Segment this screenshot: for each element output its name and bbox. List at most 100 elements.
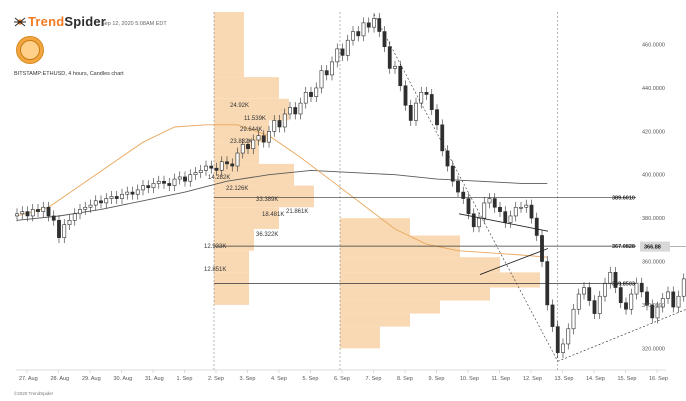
triangle-upper [458, 213, 549, 232]
candle-body [613, 272, 618, 288]
profile-bar [214, 207, 279, 229]
level-label: 367.0828 [612, 244, 635, 250]
candle-body [104, 198, 109, 204]
candle-body [597, 295, 602, 314]
candle-body [461, 191, 466, 199]
candle-body [130, 191, 135, 195]
candle-body [282, 113, 287, 128]
profile-bar [214, 272, 249, 305]
y-tick-label: 420.0000 [642, 129, 665, 135]
copyright: ©2020 TrendSpider [14, 391, 54, 396]
candle-body [209, 165, 214, 169]
candle-body [603, 282, 607, 297]
brand: TrendSpider [14, 14, 106, 29]
y-tick-label: 360.0000 [642, 260, 665, 266]
candle-body [324, 70, 329, 76]
x-tick-label: 8. Sep [397, 376, 413, 382]
profile-bar [340, 300, 440, 314]
candle-body [340, 48, 345, 56]
current-price-box [640, 241, 670, 252]
candle-body [582, 287, 586, 295]
y-tick-label: 340.0000 [642, 303, 665, 309]
candle-body [429, 94, 434, 110]
volume-profile-label: 33.389K [256, 197, 278, 203]
candle-body [414, 102, 418, 121]
brand-part2: Spider [64, 14, 107, 29]
candle-body [156, 180, 161, 184]
candle-body [277, 120, 282, 128]
candle-body [660, 298, 665, 308]
candle-body [534, 217, 539, 236]
candle-body [681, 278, 686, 297]
candle-body [193, 172, 198, 176]
candle-body [513, 206, 518, 217]
candle-body [571, 308, 576, 330]
x-tick-label: 13. Sep [555, 376, 574, 382]
candle-body [377, 18, 382, 32]
candle-body [78, 209, 82, 215]
candle-body [135, 189, 140, 195]
x-tick-label: 14. Sep [586, 376, 605, 382]
volume-profile-layer [214, 12, 540, 349]
x-tick-label: 11. Sep [492, 376, 511, 382]
candle-body [93, 200, 98, 206]
volume-profile-label: 29.644K [240, 127, 262, 133]
volume-profile-label: 14.282K [208, 175, 230, 181]
candle-body [471, 213, 476, 228]
candle-body [204, 165, 208, 171]
profile-bar [214, 12, 244, 78]
candle-body [30, 209, 35, 217]
candle-body [272, 120, 277, 132]
profile-bar [214, 185, 314, 208]
candle-body [261, 135, 266, 143]
candle-body [587, 287, 592, 301]
x-tick-label: 10. Sep [460, 376, 479, 382]
candle-body [235, 152, 240, 167]
x-tick-label: 7. Sep [366, 376, 382, 382]
x-tick-label: 16. Sep [649, 376, 668, 382]
candle-body [524, 204, 529, 208]
candle-body [214, 167, 219, 171]
candle-body [335, 48, 340, 63]
candle-body [267, 131, 271, 143]
profile-labels: 24.92K 11.539K 29.644K 23.832K 14.282K 22.126… [204, 103, 308, 273]
candle-body [398, 65, 403, 87]
candle-body [450, 165, 455, 182]
volume-profile-label: 12.851K [204, 267, 226, 273]
profile-bar [214, 120, 269, 143]
candle-body [15, 213, 19, 217]
volume-profile-label: 12.933K [204, 244, 226, 250]
candle-body [162, 180, 166, 184]
candle-body [403, 85, 408, 106]
profile-bar [214, 77, 279, 99]
candle-body [456, 180, 460, 193]
candle-body [445, 150, 450, 167]
candle-body [629, 293, 634, 310]
timestamp: Sep 12, 2020 5:08AM EDT [101, 21, 167, 27]
candle-body [36, 209, 40, 212]
candle-body [666, 291, 670, 299]
circular-badge-icon [16, 36, 44, 64]
candle-body [618, 287, 623, 304]
candle-body [487, 198, 492, 204]
candle-body [566, 328, 571, 345]
level-label: 389.6010 [612, 195, 635, 201]
x-tick-label: 12. Sep [523, 376, 542, 382]
candle-body [62, 224, 67, 238]
candle-body [172, 178, 177, 186]
candle-body [503, 211, 508, 223]
x-tick-label: 6. Sep [334, 376, 350, 382]
volume-profile-label: 22.126K [226, 186, 248, 192]
candle-body [298, 102, 303, 115]
x-tick-label: 4. Sep [271, 376, 287, 382]
candle-body [51, 215, 56, 221]
candle-body [183, 176, 187, 182]
candle-body [246, 144, 250, 149]
volume-profile-label: 24.92K [230, 103, 249, 109]
x-tick-label: 9. Sep [429, 376, 445, 382]
candle-body [219, 161, 224, 171]
candle-body [508, 215, 513, 223]
candle-body [20, 211, 25, 215]
candle-body [639, 282, 644, 293]
candle-body [230, 163, 235, 167]
